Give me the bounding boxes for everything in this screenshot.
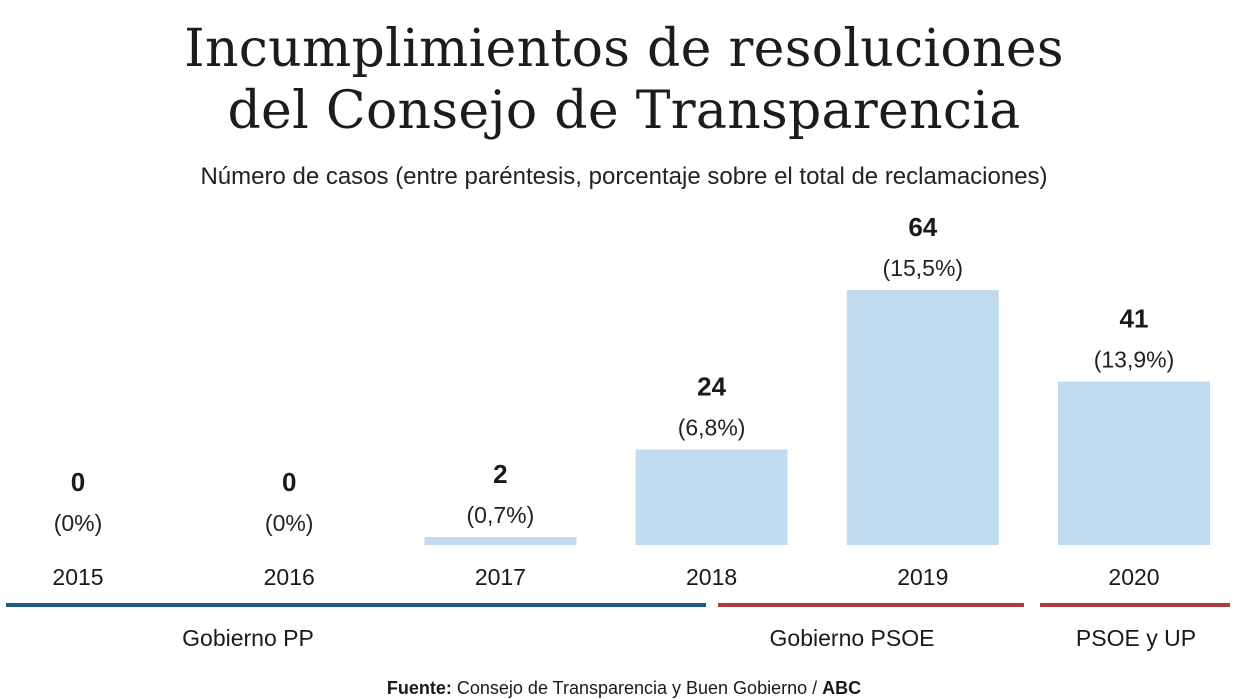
group-label-1: Gobierno PSOE: [770, 625, 935, 651]
percent-label-2016: (0%): [265, 510, 314, 536]
percent-label-2019: (15,5%): [883, 255, 964, 281]
x-tick-label-2018: 2018: [686, 564, 737, 590]
bar-2020: [1058, 381, 1210, 545]
chart-subtitle: Número de casos (entre paréntesis, porce…: [200, 163, 1048, 190]
chart-title-line-2: del Consejo de Transparencia: [227, 81, 1021, 141]
group-label-0: Gobierno PP: [182, 625, 314, 651]
chart-title-line-1: Incumplimientos de resoluciones: [184, 19, 1064, 79]
x-tick-label-2019: 2019: [897, 564, 948, 590]
percent-label-2015: (0%): [54, 510, 103, 536]
value-label-2015: 0: [71, 467, 85, 497]
percent-label-2018: (6,8%): [678, 414, 746, 440]
chart-title: Incumplimientos de resoluciones del Cons…: [0, 18, 1248, 142]
source-text: Consejo de Transparencia y Buen Gobierno…: [456, 678, 823, 698]
x-tick-label-2017: 2017: [475, 564, 526, 590]
x-tick-label-2016: 2016: [264, 564, 315, 590]
bar-chart: 0 (0%) 2015 0 (0%) 2016 2 (0,7%) 2017 24 (6,8%) 201…: [6, 212, 1230, 651]
x-tick-label-2015: 2015: [52, 564, 103, 590]
value-label-2016: 0: [282, 467, 296, 497]
source-brand: ABC: [822, 678, 862, 698]
value-label-2018: 24: [697, 371, 726, 401]
value-label-2017: 2: [493, 459, 507, 489]
value-label-2020: 41: [1120, 304, 1149, 334]
bar-2019: [846, 290, 999, 545]
x-tick-label-2020: 2020: [1108, 564, 1159, 590]
value-label-2019: 64: [908, 212, 937, 242]
bar-2018: [635, 449, 788, 545]
group-label-2: PSOE y UP: [1076, 625, 1196, 651]
percent-label-2020: (13,9%): [1094, 347, 1175, 373]
percent-label-2017: (0,7%): [467, 502, 535, 528]
source-note: Fuente: Consejo de Transparencia y Buen …: [0, 678, 1248, 699]
bar-2017: [424, 537, 577, 545]
source-label: Fuente:: [386, 678, 452, 698]
